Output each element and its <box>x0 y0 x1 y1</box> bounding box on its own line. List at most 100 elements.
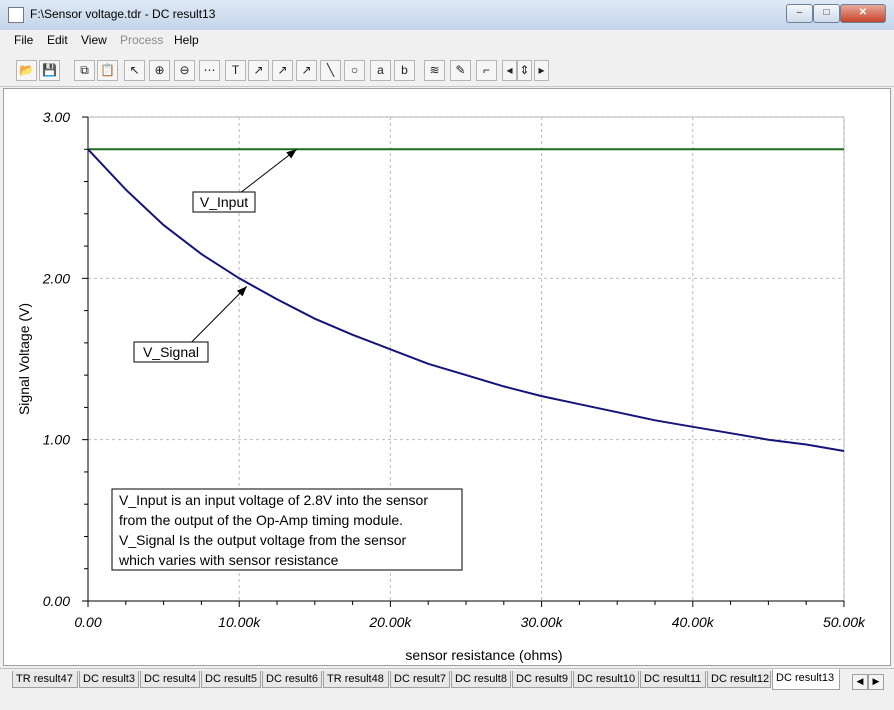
save-button[interactable]: 💾 <box>39 60 60 81</box>
note-line-4: which varies with sensor resistance <box>118 552 339 568</box>
nav-left-button[interactable]: ◂ <box>502 60 517 81</box>
annotation-arrow <box>241 148 297 193</box>
open-button[interactable]: 📂 <box>16 60 37 81</box>
nav-left-icon: ◂ <box>506 63 513 77</box>
menu-help[interactable]: Help <box>174 33 199 47</box>
label-tool-2-button[interactable]: ↗ <box>272 60 293 81</box>
copy-button[interactable]: ⧉ <box>74 60 95 81</box>
y-tick-label: 1.00 <box>43 432 70 448</box>
label-tool-2-icon: ↗ <box>277 63 288 77</box>
x-axis-label: sensor resistance (ohms) <box>405 647 562 663</box>
title-bar: F:\Sensor voltage.tdr - DC result13 ‒ □ … <box>0 0 894 31</box>
menu-bar: File Edit View Process Help <box>0 30 894 50</box>
note-line-1: V_Input is an input voltage of 2.8V into… <box>119 492 428 508</box>
status-bar <box>0 694 894 710</box>
curve-color-icon: ≋ <box>429 63 440 77</box>
open-icon: 📂 <box>19 63 34 77</box>
zoom-in-button[interactable]: ⊕ <box>149 60 170 81</box>
menu-edit[interactable]: Edit <box>47 33 68 47</box>
annotation-label: V_Signal <box>143 344 199 360</box>
annotation-label: V_Input <box>200 194 248 210</box>
text-tool-button[interactable]: T <box>225 60 246 81</box>
pointer-button[interactable]: ↖ <box>124 60 145 81</box>
x-tick-label: 20.00k <box>368 614 412 630</box>
grid-icon: ⋯ <box>203 63 216 77</box>
tab-dc-result3[interactable]: DC result3 <box>79 671 139 688</box>
tab-dc-result9[interactable]: DC result9 <box>512 671 572 688</box>
annotation-box <box>192 191 256 213</box>
zoom-in-icon: ⊕ <box>154 63 165 77</box>
x-tick-label: 40.00k <box>672 614 715 630</box>
cursor-b-button[interactable]: b <box>394 60 415 81</box>
annotation-box <box>133 341 209 363</box>
menu-process[interactable]: Process <box>120 33 164 47</box>
paste-button[interactable]: 📋 <box>97 60 118 81</box>
maximize-button[interactable]: □ <box>813 4 840 23</box>
plot-area: 0.00 10.00k 20.00k 30.00k 40.00k 50.00k 0.00 1.… <box>3 88 891 666</box>
circle-tool-button[interactable]: ○ <box>344 60 365 81</box>
minimize-button[interactable]: ‒ <box>786 4 813 23</box>
tab-dc-result8[interactable]: DC result8 <box>451 671 511 688</box>
y-tick-label: 3.00 <box>43 109 70 125</box>
tab-scroll-right-button[interactable]: ▶ <box>868 674 884 690</box>
x-tick-label: 10.00k <box>218 614 261 630</box>
annotation-v-input: V_Input <box>192 148 297 213</box>
tab-scroll-left-button[interactable]: ◀ <box>852 674 868 690</box>
y-tick-label: 2.00 <box>42 270 70 286</box>
tab-dc-result13[interactable]: DC result13 <box>772 669 840 690</box>
tab-dc-result4[interactable]: DC result4 <box>140 671 200 688</box>
label-tool-3-icon: ↗ <box>301 63 312 77</box>
paste-icon: 📋 <box>100 63 115 77</box>
tab-dc-result7[interactable]: DC result7 <box>390 671 450 688</box>
cursor-a-icon: a <box>377 63 384 77</box>
window-title: F:\Sensor voltage.tdr - DC result13 <box>30 7 216 21</box>
curve-color-button[interactable]: ≋ <box>424 60 445 81</box>
tab-dc-result5[interactable]: DC result5 <box>201 671 261 688</box>
chart: 0.00 10.00k 20.00k 30.00k 40.00k 50.00k 0.00 1.… <box>16 109 866 663</box>
nav-right-icon: ▸ <box>538 63 545 77</box>
label-tool-1-button[interactable]: ↗ <box>248 60 269 81</box>
close-button[interactable]: ✕ <box>840 4 886 23</box>
y-axis-label: Signal Voltage (V) <box>16 303 32 415</box>
note-line-2: from the output of the Op-Amp timing mod… <box>119 512 403 528</box>
tab-dc-result11[interactable]: DC result11 <box>640 671 706 688</box>
zoom-out-button[interactable]: ⊖ <box>174 60 195 81</box>
x-tick-label: 50.00k <box>823 614 866 630</box>
menu-view[interactable]: View <box>81 33 107 47</box>
line-tool-button[interactable]: ╲ <box>320 60 341 81</box>
nav-up-down-icon: ⇕ <box>519 63 530 77</box>
toolbar: 📂 💾 ⧉ 📋 ↖ ⊕ ⊖ ⋯ T ↗ ↗ ↗ ╲ ○ a b ≋ ✎ ⌐ ◂ ⇕ ▸ <box>0 52 894 87</box>
picker-button[interactable]: ✎ <box>450 60 471 81</box>
series-line-v-signal <box>87 148 845 452</box>
annotation-arrowhead <box>286 149 297 159</box>
step-button[interactable]: ⌐ <box>476 60 497 81</box>
nav-up-down-button[interactable]: ⇕ <box>517 60 532 81</box>
cursor-a-button[interactable]: a <box>370 60 391 81</box>
tab-tr-result47[interactable]: TR result47 <box>12 671 78 688</box>
tab-dc-result10[interactable]: DC result10 <box>573 671 639 688</box>
tab-tr-result48[interactable]: TR result48 <box>323 671 389 688</box>
note-line-3: V_Signal Is the output voltage from the … <box>119 532 407 548</box>
text-tool-icon: T <box>231 63 240 77</box>
circle-tool-icon: ○ <box>350 63 359 77</box>
menu-file[interactable]: File <box>14 33 34 47</box>
y-tick-label: 0.00 <box>43 593 70 609</box>
result-tabs: ◀ ▶ TR result47 DC result3 DC result4 DC re… <box>0 668 894 695</box>
label-tool-3-button[interactable]: ↗ <box>296 60 317 81</box>
tab-dc-result12[interactable]: DC result12 <box>707 671 771 688</box>
annotation-v-signal: V_Signal <box>133 286 248 363</box>
annotation-arrowhead <box>236 286 247 297</box>
grid-button[interactable]: ⋯ <box>199 60 220 81</box>
annotation-arrow <box>191 286 248 343</box>
nav-right-button[interactable]: ▸ <box>534 60 549 81</box>
app-icon <box>8 7 24 23</box>
copy-icon: ⧉ <box>80 63 89 77</box>
label-tool-1-icon: ↗ <box>253 63 264 77</box>
line-tool-icon: ╲ <box>326 63 335 77</box>
x-tick-label: 30.00k <box>521 614 564 630</box>
zoom-out-icon: ⊖ <box>179 63 190 77</box>
picker-icon: ✎ <box>455 63 466 77</box>
cursor-b-icon: b <box>401 63 408 77</box>
note-box: V_Input is an input voltage of 2.8V into… <box>111 488 463 571</box>
tab-dc-result6[interactable]: DC result6 <box>262 671 322 688</box>
